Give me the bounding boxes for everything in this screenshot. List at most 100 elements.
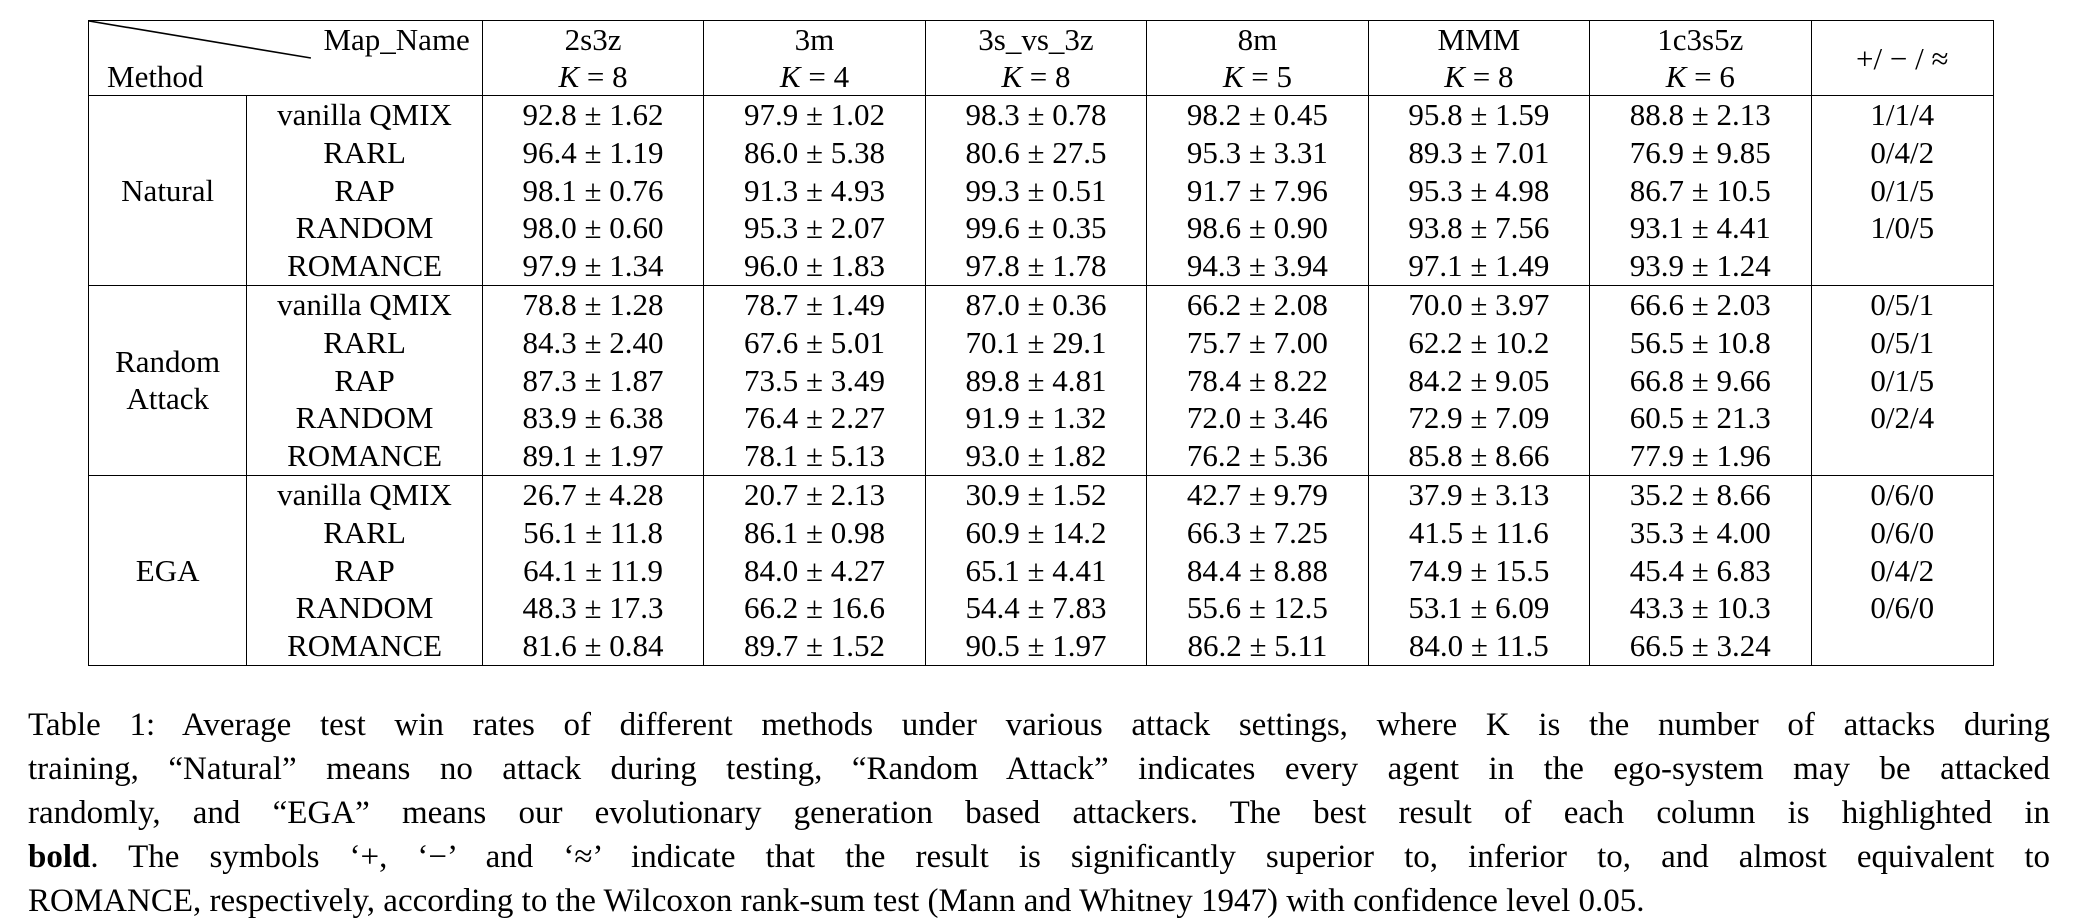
result-cell: 93.1 ± 4.41 xyxy=(1589,209,1812,248)
result-cell: 37.9 ± 3.13 xyxy=(1368,475,1591,514)
group-label-line: EGA xyxy=(135,552,200,588)
table-row: RARL 56.1 ± 11.8 86.1 ± 0.98 60.9 ± 14.2 66.… xyxy=(89,513,1995,552)
group-label-line: Random xyxy=(115,343,221,379)
result-cell: 60.5 ± 21.3 xyxy=(1589,399,1812,438)
header-row: Map_Name Method 2s3z K = 8 3m K = 4 3s_vs_3z K … xyxy=(88,20,1995,96)
result-cell: 62.2 ± 10.2 xyxy=(1368,323,1591,362)
k-equals: = xyxy=(1022,59,1056,94)
result-cell: 81.6 ± 0.84 xyxy=(482,627,705,666)
map-k: K = 8 xyxy=(926,58,1146,95)
group-label-line: Natural xyxy=(121,172,215,208)
result-cell: 84.0 ± 11.5 xyxy=(1368,627,1591,666)
result-cell: 91.9 ± 1.32 xyxy=(925,399,1148,438)
map-header-mmm: MMM K = 8 xyxy=(1368,20,1591,96)
result-cell: 88.8 ± 2.13 xyxy=(1589,95,1812,134)
k-symbol: K xyxy=(1222,59,1244,94)
result-cell: 53.1 ± 6.09 xyxy=(1368,589,1591,628)
result-cell: 98.0 ± 0.60 xyxy=(482,209,705,248)
method-name: ROMANCE xyxy=(246,437,483,476)
results-table: Map_Name Method 2s3z K = 8 3m K = 4 3s_vs_3z K … xyxy=(87,20,1995,666)
k-equals: = xyxy=(800,59,834,94)
result-cell: 92.8 ± 1.62 xyxy=(482,95,705,134)
result-cell: 95.3 ± 4.98 xyxy=(1368,171,1591,210)
significance-cell: 0/4/2 xyxy=(1811,133,1995,172)
map-name: 3m xyxy=(794,22,835,57)
map-k: K = 8 xyxy=(1369,58,1589,95)
method-name: RARL xyxy=(246,133,483,172)
method-name: vanilla QMIX xyxy=(246,285,483,324)
diagonal-line xyxy=(89,21,312,59)
result-cell: 78.7 ± 1.49 xyxy=(703,285,926,324)
method-name: vanilla QMIX xyxy=(246,95,483,134)
result-cell: 66.2 ± 2.08 xyxy=(1146,285,1369,324)
result-cell: 89.3 ± 7.01 xyxy=(1368,133,1591,172)
significance-cell xyxy=(1811,247,1995,286)
result-cell: 48.3 ± 17.3 xyxy=(482,589,705,628)
result-cell: 99.3 ± 0.51 xyxy=(925,171,1148,210)
k-value: 4 xyxy=(833,59,850,94)
significance-cell: 0/4/2 xyxy=(1811,551,1995,590)
method-name: RANDOM xyxy=(246,399,483,438)
table-row: Random Attack vanilla QMIX 78.8 ± 1.28 78.7 … xyxy=(87,285,1995,476)
caption-line: randomly, and “EGA” means our evolutiona… xyxy=(28,795,2050,831)
significance-cell xyxy=(1811,627,1995,666)
map-name: 2s3z xyxy=(564,22,622,57)
result-cell: 86.0 ± 5.38 xyxy=(703,133,926,172)
method-name: RARL xyxy=(246,513,483,552)
caption-line-rest: . The symbols ‘+, ‘−’ and ‘≈’ indicate t… xyxy=(90,839,2050,875)
result-cell: 94.3 ± 3.94 xyxy=(1146,247,1369,286)
result-cell: 56.5 ± 10.8 xyxy=(1589,323,1812,362)
result-cell: 64.1 ± 11.9 xyxy=(482,551,705,590)
k-equals: = xyxy=(579,59,613,94)
result-cell: 54.4 ± 7.83 xyxy=(925,589,1148,628)
result-cell: 93.0 ± 1.82 xyxy=(925,437,1148,476)
result-cell: 35.3 ± 4.00 xyxy=(1589,513,1812,552)
result-cell: 76.9 ± 9.85 xyxy=(1589,133,1812,172)
result-cell: 35.2 ± 8.66 xyxy=(1589,475,1812,514)
result-cell: 99.6 ± 0.35 xyxy=(925,209,1148,248)
result-cell: 67.6 ± 5.01 xyxy=(703,323,926,362)
table-row: RANDOM 83.9 ± 6.38 76.4 ± 2.27 91.9 ± 1.32 7… xyxy=(89,399,1995,438)
k-value: 8 xyxy=(1055,59,1071,94)
result-cell: 83.9 ± 6.38 xyxy=(482,399,705,438)
significance-cell: 0/2/4 xyxy=(1811,399,1995,438)
method-name: vanilla QMIX xyxy=(246,475,483,514)
table-row: RAP 87.3 ± 1.87 73.5 ± 3.49 89.8 ± 4.81 78.4… xyxy=(89,361,1995,400)
symbols-header: +/ − / ≈ xyxy=(1811,20,1995,96)
result-cell: 95.3 ± 3.31 xyxy=(1146,133,1369,172)
map-k: K = 8 xyxy=(483,58,703,95)
table-header: Map_Name Method 2s3z K = 8 3m K = 4 3s_vs_3z K … xyxy=(88,20,1995,96)
significance-cell xyxy=(1811,437,1995,476)
result-cell: 96.0 ± 1.83 xyxy=(703,247,926,286)
result-cell: 97.9 ± 1.02 xyxy=(703,95,926,134)
method-name: ROMANCE xyxy=(246,627,483,666)
result-cell: 20.7 ± 2.13 xyxy=(703,475,926,514)
header-corner: Map_Name Method xyxy=(88,20,483,96)
group-label: EGA xyxy=(87,475,248,666)
result-cell: 97.8 ± 1.78 xyxy=(925,247,1148,286)
significance-cell: 0/1/5 xyxy=(1811,361,1995,400)
result-cell: 97.1 ± 1.49 xyxy=(1368,247,1591,286)
result-cell: 26.7 ± 4.28 xyxy=(482,475,705,514)
table-caption: Table 1: Average test win rates of diffe… xyxy=(28,703,2050,923)
result-cell: 45.4 ± 6.83 xyxy=(1589,551,1812,590)
result-cell: 93.9 ± 1.24 xyxy=(1589,247,1812,286)
result-cell: 66.2 ± 16.6 xyxy=(703,589,926,628)
result-cell: 70.1 ± 29.1 xyxy=(925,323,1148,362)
table-row: RANDOM 98.0 ± 0.60 95.3 ± 2.07 99.6 ± 0.35 9… xyxy=(89,209,1995,248)
result-cell: 74.9 ± 15.5 xyxy=(1368,551,1591,590)
method-name: RANDOM xyxy=(246,589,483,628)
k-symbol: K xyxy=(1665,59,1687,94)
table-row: RAP 98.1 ± 0.76 91.3 ± 4.93 99.3 ± 0.51 91.7… xyxy=(89,171,1995,210)
map-header-3s_vs_3z: 3s_vs_3z K = 8 xyxy=(925,20,1148,96)
result-cell: 78.8 ± 1.28 xyxy=(482,285,705,324)
significance-cell: 0/5/1 xyxy=(1811,323,1995,362)
result-cell: 66.8 ± 9.66 xyxy=(1589,361,1812,400)
method-name: RARL xyxy=(246,323,483,362)
map-name: MMM xyxy=(1437,22,1521,57)
result-cell: 97.9 ± 1.34 xyxy=(482,247,705,286)
result-cell: 87.0 ± 0.36 xyxy=(925,285,1148,324)
result-cell: 80.6 ± 27.5 xyxy=(925,133,1148,172)
significance-cell: 0/1/5 xyxy=(1811,171,1995,210)
table-row: EGA vanilla QMIX 26.7 ± 4.28 20.7 ± 2.13 30.… xyxy=(87,475,1995,666)
